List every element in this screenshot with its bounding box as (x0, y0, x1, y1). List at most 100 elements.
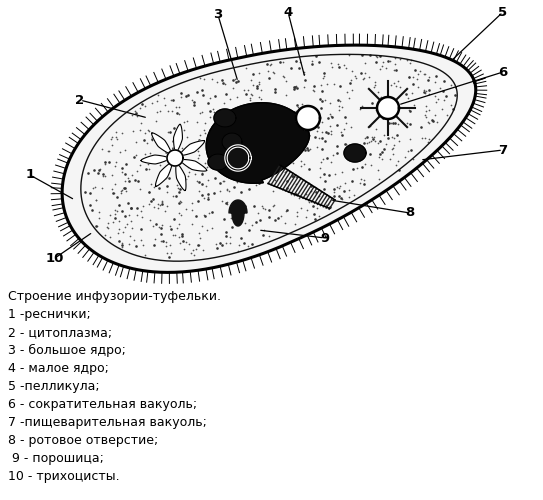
Point (221, 108, 230, 116)
Point (164, 128, 173, 136)
Point (238, 174, 247, 182)
Point (125, 240, 134, 248)
Point (232, 92, 241, 100)
Point (391, 54, 400, 62)
Point (352, 164, 361, 172)
Point (440, 77, 449, 85)
Point (137, 213, 146, 221)
Point (292, 110, 301, 118)
Point (251, 130, 260, 138)
Point (174, 220, 183, 228)
Polygon shape (174, 124, 182, 152)
Point (150, 241, 159, 249)
Point (121, 146, 129, 154)
Point (387, 104, 395, 112)
Text: 4 - малое ядро;: 4 - малое ядро; (8, 362, 109, 375)
Point (216, 178, 224, 186)
Point (110, 180, 119, 188)
Point (165, 128, 174, 136)
Point (166, 249, 175, 257)
Point (409, 80, 418, 88)
Point (251, 178, 260, 186)
Point (330, 192, 338, 200)
Point (241, 206, 249, 214)
Point (368, 133, 376, 141)
Point (282, 178, 291, 186)
Point (300, 160, 308, 168)
Point (312, 143, 321, 151)
Point (421, 70, 430, 78)
Point (262, 144, 271, 152)
Point (292, 212, 301, 220)
Point (248, 222, 256, 230)
Point (376, 52, 385, 60)
Point (279, 58, 287, 66)
Point (99, 172, 108, 180)
Point (320, 72, 329, 80)
Point (108, 132, 116, 140)
Point (172, 192, 180, 200)
Point (104, 219, 113, 227)
Point (161, 206, 169, 214)
Point (232, 78, 241, 86)
Point (176, 211, 185, 219)
Point (291, 180, 300, 188)
Point (102, 223, 111, 231)
Point (122, 186, 130, 194)
Point (204, 190, 212, 198)
Point (335, 102, 344, 110)
Point (249, 122, 258, 130)
Point (190, 100, 198, 108)
Point (189, 147, 198, 155)
Point (149, 196, 157, 203)
Point (198, 191, 207, 199)
Point (148, 99, 157, 107)
Point (347, 122, 356, 130)
Point (270, 216, 279, 224)
Point (104, 148, 112, 156)
Point (329, 151, 337, 159)
Point (247, 76, 255, 84)
Point (263, 146, 272, 154)
Point (117, 238, 126, 246)
Point (316, 81, 325, 89)
Point (299, 129, 308, 137)
Point (161, 101, 169, 109)
Point (281, 219, 289, 227)
Point (332, 142, 341, 150)
Point (304, 164, 313, 172)
Point (295, 64, 304, 72)
Point (182, 238, 191, 246)
Point (127, 217, 136, 225)
Point (180, 244, 188, 252)
Point (222, 128, 231, 136)
Point (258, 231, 267, 239)
Point (154, 152, 162, 160)
Point (176, 186, 185, 194)
Point (302, 190, 311, 198)
Point (205, 112, 214, 120)
Point (312, 188, 321, 196)
Point (258, 135, 267, 143)
Point (388, 145, 396, 153)
Point (206, 141, 215, 149)
Point (113, 230, 122, 237)
Point (203, 164, 211, 172)
Point (247, 161, 256, 169)
Point (383, 134, 392, 142)
Point (192, 142, 200, 150)
Point (360, 69, 369, 77)
Point (204, 99, 212, 107)
Point (401, 90, 410, 98)
Point (311, 133, 319, 141)
Point (212, 130, 220, 138)
Point (210, 150, 219, 158)
Point (229, 168, 237, 176)
Point (387, 132, 396, 140)
Point (152, 117, 161, 125)
Point (358, 162, 367, 170)
Point (376, 136, 384, 144)
Point (425, 134, 433, 142)
Point (175, 110, 184, 118)
Point (176, 198, 185, 205)
